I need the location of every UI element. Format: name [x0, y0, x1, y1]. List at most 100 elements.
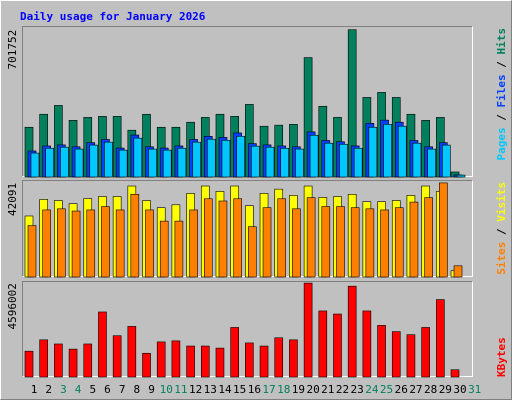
- bar: [171, 340, 181, 378]
- bar: [130, 193, 140, 278]
- bar: [68, 348, 78, 378]
- bar: [221, 139, 231, 178]
- legend: Sites / Visits: [495, 182, 508, 275]
- bar: [350, 207, 360, 278]
- bar: [42, 209, 51, 278]
- x-tick-label: 17: [262, 383, 275, 396]
- x-tick-label: 4: [75, 383, 82, 396]
- legend-separator: /: [495, 108, 508, 128]
- x-tick-label: 11: [174, 383, 187, 396]
- x-tick-label: 26: [395, 383, 408, 396]
- bar: [60, 146, 69, 178]
- bar: [321, 206, 331, 278]
- bar: [336, 206, 345, 278]
- bar: [45, 147, 54, 178]
- x-tick-label: 1: [31, 383, 38, 396]
- x-tick-label: 2: [45, 383, 52, 396]
- x-tick-label: 22: [336, 383, 349, 396]
- x-tick-label: 5: [89, 383, 96, 396]
- bar: [442, 144, 451, 178]
- bar: [74, 148, 84, 178]
- bar: [259, 345, 269, 378]
- legend-entry: Sites: [495, 242, 508, 275]
- x-tick-label: 6: [104, 383, 111, 396]
- legend-entry: Visits: [495, 182, 508, 222]
- bar: [118, 149, 128, 178]
- x-tick-label: 25: [380, 383, 393, 396]
- bar: [189, 209, 198, 278]
- y-tick-label: 4596002: [6, 283, 19, 329]
- panel-shade: [22, 180, 473, 277]
- bar: [436, 299, 445, 378]
- bar: [347, 285, 357, 378]
- bar: [394, 207, 404, 278]
- bar: [101, 206, 110, 278]
- bar: [192, 141, 201, 178]
- x-tick-label: 14: [218, 383, 232, 396]
- bar: [439, 182, 448, 278]
- x-tick-label: 13: [204, 383, 217, 396]
- legend-separator: /: [495, 222, 508, 242]
- bar: [230, 327, 239, 378]
- bar: [89, 144, 99, 178]
- legend-entry: Pages: [495, 127, 508, 160]
- legend: Pages / Files / Hits: [495, 28, 508, 161]
- bar: [362, 310, 372, 378]
- x-tick-label: 29: [439, 383, 452, 396]
- bar: [174, 220, 184, 278]
- bar: [365, 208, 375, 278]
- bar: [280, 147, 290, 178]
- bar: [236, 135, 245, 178]
- bar: [409, 201, 419, 278]
- bar: [156, 341, 166, 378]
- legend: KBytes: [495, 337, 508, 377]
- bar: [262, 207, 272, 278]
- bar: [104, 141, 113, 178]
- bar: [142, 352, 151, 378]
- x-tick-label: 16: [248, 383, 261, 396]
- legend-entry: Files: [495, 74, 508, 107]
- x-tick-label: 18: [277, 383, 290, 396]
- x-tick-label: 3: [60, 383, 67, 396]
- bar: [200, 345, 210, 378]
- x-tick-label: 24: [365, 383, 379, 396]
- bar: [424, 197, 433, 278]
- x-tick-label: 30: [453, 383, 466, 396]
- x-tick-label: 23: [351, 383, 364, 396]
- bar: [391, 331, 401, 378]
- x-tick-label: 19: [292, 383, 305, 396]
- bar: [233, 198, 242, 278]
- bar: [318, 310, 328, 378]
- bar: [251, 145, 260, 178]
- bar: [83, 343, 93, 378]
- x-tick-label: 9: [148, 383, 155, 396]
- x-tick-label: 15: [233, 383, 246, 396]
- bar: [383, 124, 392, 178]
- bar: [133, 137, 143, 178]
- legend-separator: /: [495, 55, 508, 75]
- bar: [303, 282, 313, 378]
- panel-shade: [22, 281, 473, 377]
- bar: [289, 339, 298, 378]
- bar: [30, 152, 40, 178]
- bar: [206, 138, 216, 178]
- bar: [427, 148, 436, 178]
- x-tick-label: 7: [119, 383, 126, 396]
- bar: [292, 208, 301, 278]
- bar: [71, 210, 81, 278]
- bar: [112, 335, 122, 378]
- bar: [186, 345, 195, 378]
- bar: [57, 208, 66, 278]
- legend-entry: Hits: [495, 28, 508, 55]
- x-tick-label: 27: [409, 383, 422, 396]
- bar: [380, 209, 389, 278]
- bar: [265, 146, 275, 178]
- bar: [453, 265, 463, 278]
- bar: [406, 334, 416, 378]
- chart-title: Daily usage for January 2026: [20, 10, 206, 23]
- bar: [421, 327, 430, 378]
- y-tick-label: 42091: [6, 183, 19, 216]
- bar: [450, 369, 460, 378]
- bar: [306, 197, 316, 278]
